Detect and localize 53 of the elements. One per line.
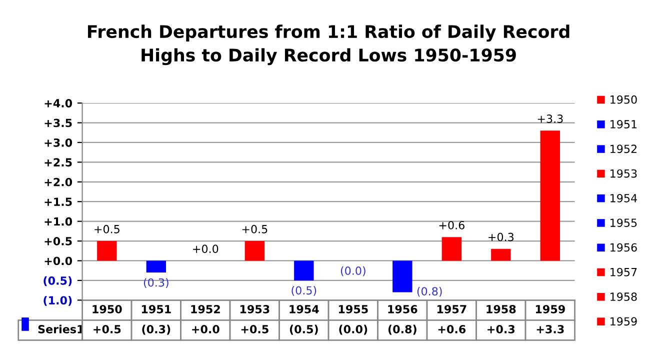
y-tick-label: +1.5 xyxy=(44,198,72,206)
text: (0.0) xyxy=(340,266,366,276)
data-label: +0.5 xyxy=(241,324,268,334)
data-label: +0.3 xyxy=(488,324,515,334)
data-label: +0.5 xyxy=(94,324,121,334)
category-label: 1959 xyxy=(610,317,637,326)
y-tick-label: +0.5 xyxy=(44,237,72,246)
category-label: 1953 xyxy=(610,169,637,178)
category-label: 1952 xyxy=(610,144,636,154)
x-tick-label: 1952 xyxy=(191,304,220,314)
x-tick-label: 1959 xyxy=(536,304,565,314)
y-tick-label: +3.0 xyxy=(44,138,72,147)
category-label: 1950 xyxy=(610,95,637,104)
x-tick-label: 1951 xyxy=(142,304,171,314)
data-label: (0.5) xyxy=(290,324,318,335)
data-label: +0.6 xyxy=(438,324,466,334)
text: +0.0 xyxy=(193,244,218,254)
y-tick-label: +4.0 xyxy=(44,99,72,108)
x-tick-label: 1950 xyxy=(92,304,122,314)
y-tick-label: +1.0 xyxy=(44,217,72,226)
text: (0.3) xyxy=(144,278,168,288)
text: (0.8) xyxy=(417,286,442,297)
category-label: 1957 xyxy=(610,268,637,276)
text: +0.6 xyxy=(439,220,464,230)
y-tick-label: (1.0) xyxy=(44,296,72,306)
chart-title: French Departures from 1:1 Ratio of Daily Record Highs to Daily Record Lows 1950-1959 xyxy=(88,24,570,66)
data-label: (0.0) xyxy=(339,324,368,335)
category-label: 1955 xyxy=(610,218,637,228)
y-tick-label: +2.0 xyxy=(44,178,72,186)
category-label: 1951 xyxy=(610,120,637,128)
category-label: 1954 xyxy=(610,194,637,202)
category-label: 1956 xyxy=(610,243,637,252)
data-label: +0.0 xyxy=(192,324,220,334)
x-tick-label: 1956 xyxy=(388,304,418,314)
data-label: (0.8) xyxy=(388,324,416,335)
text: +3.3 xyxy=(538,114,563,123)
text: +0.5 xyxy=(94,224,120,234)
text: +0.3 xyxy=(488,232,514,242)
y-tick-label: +0.0 xyxy=(44,256,72,266)
text: (0.5) xyxy=(292,286,316,296)
y-tick-label: +2.5 xyxy=(44,158,72,167)
x-tick-label: 1953 xyxy=(240,304,270,314)
y-tick-label: +3.5 xyxy=(44,118,72,128)
x-tick-label: 1955 xyxy=(338,304,368,314)
category-label: 1958 xyxy=(610,292,637,301)
x-tick-label: 1954 xyxy=(290,304,319,314)
text: +0.5 xyxy=(242,224,268,234)
legend-label: Series1 xyxy=(38,324,84,334)
data-label: (0.3) xyxy=(142,324,170,335)
data-label: +3.3 xyxy=(536,324,564,334)
x-tick-label: 1957 xyxy=(437,304,466,314)
x-tick-label: 1958 xyxy=(486,304,516,314)
y-tick-label: (0.5) xyxy=(44,276,72,286)
